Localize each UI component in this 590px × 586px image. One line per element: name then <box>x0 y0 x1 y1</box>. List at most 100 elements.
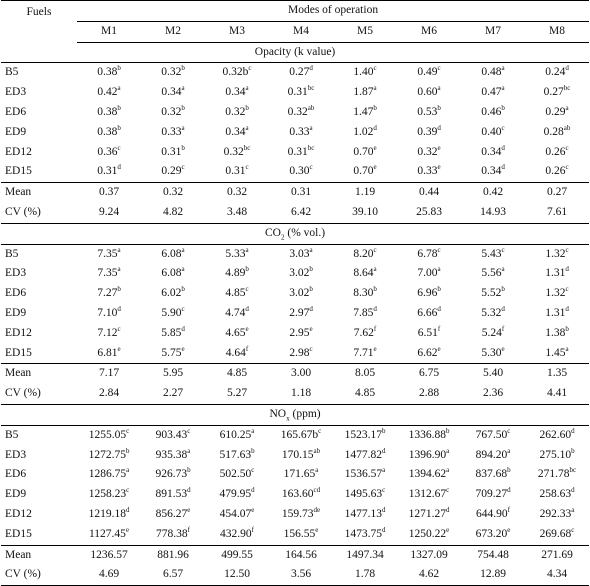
fuel-label: ED15 <box>1 343 77 365</box>
value-cell: 837.68b <box>461 465 525 485</box>
section-title: CO2 (% vol.) <box>1 223 590 245</box>
value-cell: 1219.18d <box>77 505 141 525</box>
value-cell: 0.48a <box>461 63 525 83</box>
cell-value: 3.02 <box>289 287 310 300</box>
cell-value: 159.73 <box>281 507 314 520</box>
fuel-label: ED3 <box>5 86 27 99</box>
cell-value: 0.32 <box>417 145 438 158</box>
cell-value: 1255.05 <box>88 428 127 441</box>
table-row: ED12 1219.18d 856.27e 454.07e 159.73de 1477.1… <box>1 505 589 525</box>
value-cell: 0.32b <box>141 63 205 83</box>
value-cell: 6.08a <box>141 264 205 284</box>
significance-letter: b <box>117 285 121 294</box>
cell-value: 0.34 <box>161 86 182 99</box>
value-cell: 0.38b <box>77 123 141 143</box>
value-cell: 171.65a <box>269 465 333 485</box>
cell-value: 7.12 <box>97 326 118 339</box>
value-cell: 4.64f <box>205 343 269 365</box>
significance-letter: b <box>373 285 377 294</box>
value-cell: 2.97d <box>269 304 333 324</box>
table-row: ED15 0.31d 0.29c 0.31c 0.30c 0.70e 0.33e 0.34d 0… <box>1 162 590 184</box>
significance-letter: c <box>251 466 255 475</box>
fuel-label: ED12 <box>5 145 32 158</box>
value-cell: 0.47a <box>461 83 525 103</box>
significance-letter: d <box>571 426 575 435</box>
significance-letter: e <box>245 324 249 333</box>
section-title-subscript: 2 <box>281 233 285 242</box>
cell-value: 709.27 <box>475 488 508 501</box>
value-cell: 0.70e <box>333 162 397 184</box>
significance-letter: d <box>501 305 505 314</box>
mean-value: 271.69 <box>541 548 573 561</box>
table-row: B5 1255.05c 903.43c 610.25a 165.67bc 1523.17b… <box>1 425 589 445</box>
value-cell: 6.08a <box>141 244 205 264</box>
significance-letter: a <box>181 265 185 274</box>
significance-letter: d <box>245 305 249 314</box>
significance-letter: d <box>381 525 386 534</box>
mean-value: 164.56 <box>285 548 317 561</box>
significance-letter: b <box>117 123 121 132</box>
cell-value: 0.33 <box>289 125 310 138</box>
value-cell: 5.30e <box>461 343 525 365</box>
value-cell: 891.53d <box>141 485 205 505</box>
cell-value: 170.15 <box>281 448 314 461</box>
cell-value: 0.53 <box>417 105 438 118</box>
significance-letter: b <box>187 466 191 475</box>
cell-value: 0.34 <box>481 145 502 158</box>
value-cell: 292.33a <box>525 505 589 525</box>
significance-letter: b <box>381 426 386 435</box>
section-title-unit: (ppm) <box>289 407 321 420</box>
cell-value: 1495.63 <box>344 488 383 501</box>
value-cell: 454.07e <box>205 505 269 525</box>
significance-letter: a <box>501 64 505 73</box>
value-cell: 1.31d <box>525 264 589 284</box>
cell-value: 0.34 <box>225 125 246 138</box>
cv-value: 2.88 <box>397 384 461 405</box>
cell-value: 1.45 <box>545 346 566 359</box>
value-cell: 163.60cd <box>269 485 333 505</box>
mean-value: 1.19 <box>354 186 376 199</box>
significance-letter: e <box>315 525 319 534</box>
cell-value: 1.32 <box>545 247 566 260</box>
significance-letter: c <box>309 344 313 353</box>
value-cell: 0.26c <box>525 162 590 184</box>
mean-row: Mean 7.17 5.95 4.85 3.00 8.05 6.75 5.40 1.35 <box>1 364 589 384</box>
mean-value: 1497.34 <box>346 548 384 561</box>
mode-header: M3 <box>205 21 269 43</box>
value-cell: 5.43c <box>461 244 525 264</box>
mean-value: 881.96 <box>157 548 189 561</box>
cell-value: 517.63 <box>219 448 252 461</box>
cv-value: 12.50 <box>205 565 269 586</box>
significance-letter: d <box>125 506 130 515</box>
value-cell: 1127.45e <box>77 524 141 546</box>
cv-label: CV (%) <box>1 202 77 224</box>
value-cell: 6.66d <box>397 304 461 324</box>
significance-letter: e <box>187 506 191 515</box>
significance-letter: d <box>507 486 511 495</box>
significance-letter: b <box>565 324 569 333</box>
cv-value: 9.24 <box>77 202 141 224</box>
table-header: Fuels Modes of operation M1 M2 M3 M4 M5 … <box>1 0 590 43</box>
section-title: Opacity (k value) <box>1 42 590 64</box>
value-cell: 6.02b <box>141 284 205 304</box>
cell-value: 1250.22 <box>408 527 447 540</box>
cell-value: 0.29 <box>161 165 182 178</box>
value-cell: 0.39d <box>397 123 461 143</box>
mean-value: 0.32 <box>162 186 184 199</box>
value-cell: 1.40c <box>333 63 397 83</box>
significance-letter: b <box>437 104 441 113</box>
table-row: ED9 7.10d 5.90c 4.74d 2.97d 7.85d 6.66d 5.32d 1.… <box>1 304 589 324</box>
cell-value: 7.00 <box>417 267 438 280</box>
cv-value: 12.89 <box>461 565 525 586</box>
significance-letter: b <box>245 104 249 113</box>
mean-value: 0.32 <box>226 186 248 199</box>
significance-letter: a <box>373 265 377 274</box>
value-cell: 1394.62a <box>397 465 461 485</box>
value-cell: 1495.63c <box>333 485 397 505</box>
significance-letter: d <box>187 486 191 495</box>
mean-value: 1236.57 <box>90 548 128 561</box>
cell-value: 6.78 <box>417 247 438 260</box>
fuel-label: B5 <box>5 66 19 79</box>
value-cell: 1.31d <box>525 304 589 324</box>
fuel-label: ED15 <box>1 524 77 546</box>
